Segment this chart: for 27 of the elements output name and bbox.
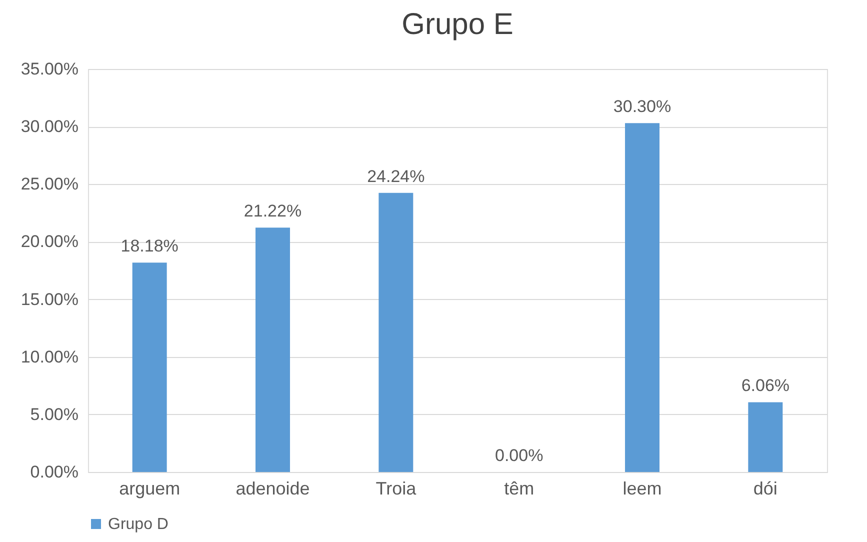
data-label: 18.18% (120, 236, 178, 256)
x-tick-label: têm (504, 478, 534, 498)
data-label: 6.06% (741, 376, 790, 396)
data-label: 21.22% (244, 202, 302, 221)
x-tick-label: arguem (119, 478, 180, 498)
y-tick-label: 0.00% (30, 462, 78, 482)
data-label: 30.30% (613, 97, 672, 116)
y-tick-label: 25.00% (20, 174, 78, 194)
y-tick-label: 5.00% (30, 404, 78, 424)
chart-title: Grupo E (402, 8, 514, 41)
bar (748, 402, 783, 472)
legend-label: Grupo D (108, 516, 168, 533)
x-tick-label: leem (622, 478, 662, 498)
bar (132, 262, 167, 472)
x-tick-label: Troia (376, 478, 418, 498)
y-tick-label: 30.00% (20, 117, 78, 136)
x-tick-label: adenoide (236, 478, 310, 498)
data-label: 24.24% (367, 166, 425, 186)
y-tick-label: 20.00% (20, 232, 78, 252)
bar (256, 228, 290, 472)
y-tick-label: 35.00% (20, 60, 78, 78)
bar (378, 192, 414, 472)
y-tick-label: 15.00% (20, 290, 78, 309)
bar (625, 123, 660, 472)
x-tick-label: dói (753, 478, 778, 498)
data-label: 0.00% (494, 446, 544, 465)
y-tick-label: 10.00% (20, 347, 78, 366)
